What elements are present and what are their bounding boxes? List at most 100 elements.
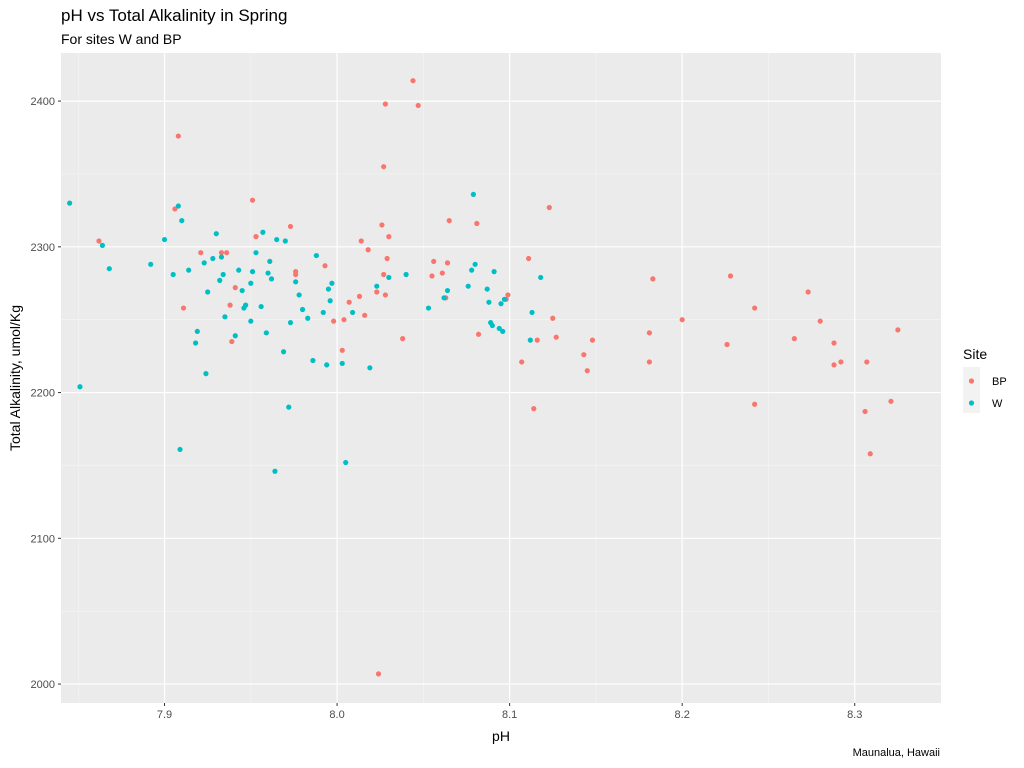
- point-w: [248, 318, 254, 324]
- y-tick-label: 2000: [31, 679, 55, 691]
- point-w: [220, 271, 226, 278]
- chart-subtitle: For sites W and BP: [61, 31, 182, 47]
- chart-title: pH vs Total Alkalinity in Spring: [61, 6, 288, 25]
- legend-label-bp: BP: [992, 376, 1007, 388]
- point-w: [263, 330, 269, 336]
- point-bp: [727, 273, 734, 279]
- point-w: [148, 261, 154, 267]
- point-bp: [356, 293, 363, 299]
- point-w: [260, 229, 266, 235]
- point-bp: [862, 408, 868, 415]
- point-bp: [382, 101, 388, 107]
- point-bp: [534, 337, 540, 343]
- point-bp: [346, 299, 352, 305]
- point-bp: [444, 260, 451, 266]
- point-bp: [365, 247, 371, 253]
- point-w: [170, 271, 176, 278]
- point-bp: [888, 398, 894, 404]
- point-bp: [867, 451, 873, 457]
- point-w: [386, 274, 392, 281]
- data-points: [67, 78, 901, 677]
- legend: Site BP W: [963, 346, 1007, 413]
- point-bp: [431, 258, 437, 265]
- point-bp: [287, 223, 294, 230]
- point-w: [243, 302, 249, 308]
- point-w: [161, 236, 168, 243]
- point-bp: [429, 273, 435, 279]
- point-bp: [232, 285, 238, 291]
- point-w: [179, 218, 185, 224]
- point-w: [192, 340, 199, 346]
- point-w: [296, 292, 302, 298]
- point-bp: [831, 340, 837, 346]
- chart-caption: Maunalua, Hawaii: [852, 747, 940, 759]
- point-bp: [249, 197, 256, 203]
- point-bp: [172, 206, 178, 212]
- point-bp: [519, 359, 525, 365]
- point-bp: [227, 302, 233, 308]
- point-bp: [382, 292, 388, 298]
- point-bp: [805, 289, 811, 295]
- point-bp: [439, 270, 445, 276]
- point-bp: [218, 250, 225, 256]
- point-w: [106, 266, 112, 272]
- x-tick-label: 7.9: [157, 709, 172, 721]
- point-bp: [817, 318, 823, 324]
- point-w: [232, 333, 238, 339]
- grid-lines: [61, 53, 941, 703]
- point-bp: [229, 338, 235, 345]
- point-bp: [831, 362, 837, 368]
- y-tick-label: 2300: [31, 242, 55, 254]
- point-w: [339, 360, 345, 367]
- point-w: [267, 258, 273, 265]
- point-w: [403, 271, 409, 278]
- point-w: [367, 365, 373, 371]
- point-w: [222, 314, 228, 320]
- point-w: [99, 242, 106, 248]
- x-axis-title: pH: [492, 728, 510, 744]
- y-axis-title: Total Alkalinity, umol/Kg: [7, 305, 23, 451]
- point-w: [491, 269, 497, 275]
- point-w: [274, 236, 280, 243]
- legend-key-bp: [968, 378, 975, 384]
- legend-title: Site: [963, 346, 987, 362]
- point-w: [286, 404, 292, 410]
- point-bp: [650, 276, 656, 282]
- point-w: [177, 446, 183, 453]
- point-w: [529, 309, 535, 316]
- point-w: [469, 267, 475, 273]
- point-w: [501, 296, 508, 302]
- point-w: [205, 289, 211, 295]
- point-bp: [546, 204, 552, 211]
- y-axis-ticks: 2000 2100 2200 2300 2400: [31, 96, 61, 691]
- point-w: [500, 328, 506, 334]
- point-w: [258, 303, 264, 310]
- point-w: [444, 287, 451, 294]
- point-w: [194, 328, 200, 334]
- x-tick-label: 8.0: [329, 709, 344, 721]
- point-bp: [386, 234, 392, 240]
- point-w: [210, 255, 216, 262]
- point-w: [498, 301, 504, 307]
- point-bp: [589, 337, 596, 343]
- point-w: [287, 320, 294, 326]
- point-w: [239, 287, 245, 294]
- point-bp: [224, 250, 230, 256]
- point-w: [248, 280, 254, 286]
- point-w: [486, 299, 492, 305]
- point-bp: [341, 317, 347, 323]
- point-w: [470, 191, 476, 197]
- point-bp: [96, 238, 102, 244]
- point-w: [293, 279, 299, 285]
- point-w: [272, 468, 278, 474]
- point-w: [425, 305, 432, 311]
- point-bp: [474, 220, 480, 227]
- point-w: [265, 270, 271, 276]
- point-w: [374, 283, 380, 289]
- point-w: [280, 349, 287, 355]
- point-bp: [791, 336, 797, 342]
- point-bp: [374, 289, 380, 295]
- point-w: [213, 231, 219, 237]
- point-w: [472, 261, 478, 267]
- point-bp: [838, 359, 844, 365]
